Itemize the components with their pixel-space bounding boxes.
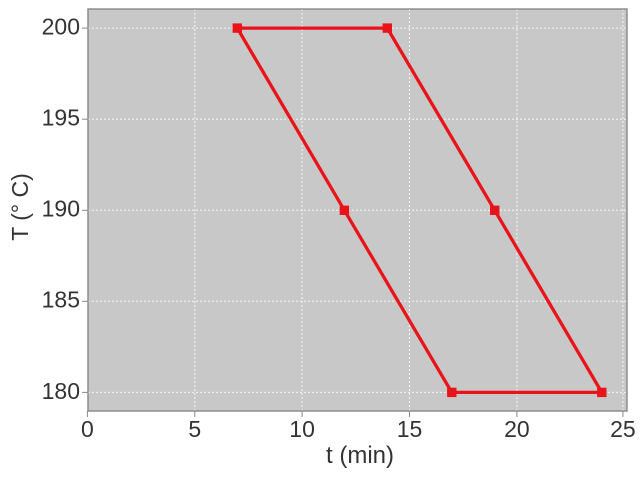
svg-text:25: 25 — [610, 416, 636, 442]
svg-text:195: 195 — [42, 105, 80, 131]
svg-text:185: 185 — [42, 287, 80, 313]
svg-text:200: 200 — [42, 14, 80, 40]
svg-text:0: 0 — [81, 416, 94, 442]
svg-text:T (° C): T (° C) — [7, 173, 33, 241]
svg-text:t (min): t (min) — [326, 442, 394, 469]
svg-text:20: 20 — [504, 416, 530, 442]
svg-text:180: 180 — [42, 378, 80, 404]
svg-text:5: 5 — [188, 416, 201, 442]
svg-text:15: 15 — [397, 416, 423, 442]
svg-text:190: 190 — [42, 196, 80, 222]
svg-text:10: 10 — [289, 416, 315, 442]
